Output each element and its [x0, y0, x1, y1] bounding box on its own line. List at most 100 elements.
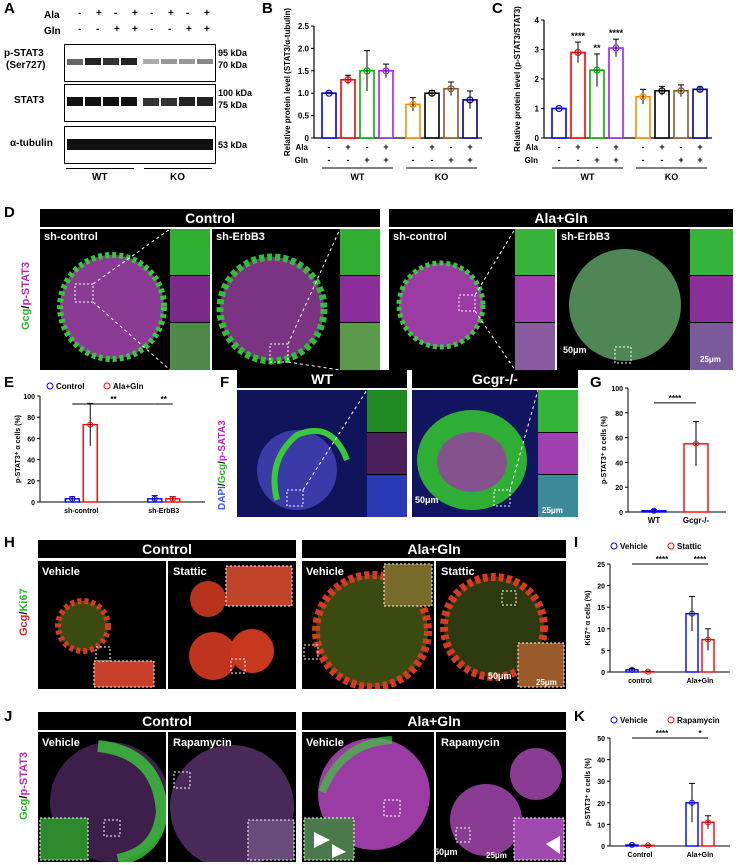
j-label-rapamycin-2: Rapamycin: [441, 737, 500, 749]
data-point: [705, 819, 711, 826]
data-point: [689, 610, 695, 617]
legend-marker: [610, 716, 618, 724]
y-tick-label: 4: [535, 16, 540, 25]
gln-sign: -: [412, 155, 415, 165]
chart-c: 0 1 2 3 4 Relative protein level (p-STAT3/STA…: [513, 6, 712, 182]
legend-label: Rapamycin: [677, 716, 720, 725]
legend-marker: [667, 542, 675, 550]
category-label: Ala+Gln: [687, 678, 714, 685]
h-label-stattic-2: Stattic: [441, 566, 475, 578]
y-tick-label: 10: [597, 822, 605, 829]
d-image-sh-erbb3-control: [212, 229, 340, 370]
j-image-rapamycin-alagln: [436, 732, 566, 862]
y-tick-label: 0: [601, 670, 605, 677]
ala-sign: -: [150, 8, 154, 19]
gln-sign: +: [678, 155, 683, 165]
j-image-rapamycin-control: [168, 732, 296, 862]
significance-label: ****: [656, 729, 669, 738]
gln-sign: -: [347, 155, 350, 165]
ala-sign: -: [366, 142, 369, 152]
gln-sign: -: [328, 155, 331, 165]
data-point: [645, 668, 651, 675]
j-side-label: Gcg/p-STAT3: [18, 751, 30, 820]
d-header-control: Control: [40, 209, 380, 227]
category-label: control: [628, 678, 652, 685]
gln-sign: +: [186, 24, 192, 35]
y-tick-label: 20: [615, 485, 623, 492]
f-insets-wt: [367, 390, 407, 517]
bar: [570, 51, 586, 139]
group-label: WT: [351, 172, 365, 182]
y-tick-label: 50: [597, 736, 605, 743]
d-insets-4: [690, 229, 733, 370]
h-image-vehicle-control: [38, 561, 166, 689]
bar: [321, 92, 337, 139]
ala-sign: -: [114, 8, 118, 19]
panel-label-h: H: [4, 534, 15, 551]
gln-sign: +: [467, 155, 472, 165]
mw-95: 95 kDa: [218, 48, 248, 58]
d-insets-1: [170, 229, 210, 370]
j-header-alagln: Ala+Gln: [302, 712, 566, 730]
gln-sign: +: [613, 155, 618, 165]
f-insets-gcgr: [538, 390, 578, 517]
y-tick-label: 80: [615, 411, 623, 418]
mw-53: 53 kDa: [218, 140, 248, 150]
blot-label-stat3: STAT3: [14, 95, 45, 106]
significance-label: **: [161, 395, 168, 404]
d-image-sh-control-alagln: [389, 229, 515, 370]
y-axis-label: p-STAT3⁺ α cells (%): [15, 415, 22, 483]
d-label-sh-erbb3-1: sh-ErbB3: [216, 231, 265, 243]
gln-row-label: Gln: [525, 156, 538, 165]
data-point: [574, 48, 582, 57]
significance-label: **: [110, 395, 117, 404]
legend-label: Ala+Gln: [113, 382, 144, 391]
gln-sign: +: [697, 155, 702, 165]
blot-label-tubulin: α-tubulin: [10, 138, 53, 149]
y-tick-label: 2.5: [298, 22, 310, 31]
gln-sign: -: [577, 155, 580, 165]
blot-label-ser727: (Ser727): [6, 60, 46, 71]
y-axis-label: Relative protein level (p-STAT3/STAT3): [513, 6, 522, 152]
gln-sign: +: [448, 155, 453, 165]
group-ko: KO: [170, 172, 185, 183]
panel-label-b: B: [262, 0, 273, 17]
significance-label: **: [593, 43, 601, 53]
significance-label: ****: [609, 28, 624, 38]
panel-label-g: G: [590, 374, 602, 391]
d-insets-2: [340, 229, 380, 370]
ala-sign: +: [575, 142, 580, 152]
h-header-control: Control: [38, 540, 296, 558]
category-label: sh-ErbB3: [148, 508, 179, 515]
h-header-alagln: Ala+Gln: [302, 540, 566, 558]
y-tick-label: 20: [597, 801, 605, 808]
ala-sign: -: [186, 8, 190, 19]
ala-sign: -: [328, 142, 331, 152]
data-point: [169, 495, 176, 502]
data-point: [693, 440, 699, 447]
y-tick-label: 2: [535, 75, 540, 84]
y-tick-label: 0.5: [298, 112, 310, 121]
ala-sign: -: [642, 142, 645, 152]
y-axis-label: p-STAT3⁺ α cells (%): [585, 758, 592, 826]
y-tick-label: 0: [601, 844, 605, 851]
panel-label-c: C: [492, 0, 503, 17]
mw-75: 75 kDa: [218, 100, 248, 110]
d-scale-50: 50μm: [563, 345, 587, 355]
y-tick-label: 0: [535, 134, 540, 143]
legend-marker: [610, 542, 618, 550]
category-label: sh-control: [64, 508, 98, 515]
ko-bracket: [144, 168, 212, 169]
data-point: [151, 495, 158, 502]
gln-sign: -: [661, 155, 664, 165]
f-side-label: DAPI/Gcg/p-SATA3: [217, 420, 228, 510]
y-tick-label: 0: [31, 500, 35, 507]
bar: [424, 92, 440, 139]
y-axis-label: p-STAT3⁺ α cells (%): [601, 416, 608, 484]
panel-label-j: J: [4, 708, 13, 725]
h-label-stattic-1: Stattic: [173, 566, 207, 578]
significance-label: ****: [656, 555, 669, 564]
gln-row-label: Gln: [295, 156, 308, 165]
bar: [673, 90, 689, 139]
data-point: [651, 507, 657, 514]
